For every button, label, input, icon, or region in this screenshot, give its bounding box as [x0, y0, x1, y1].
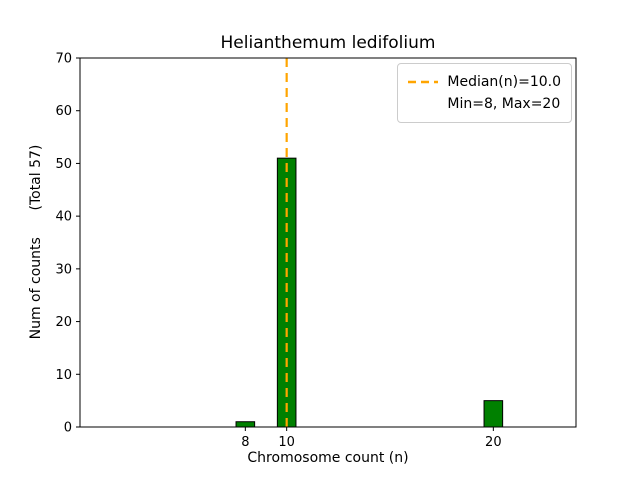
legend-entry-median: Median(n)=10.0	[407, 71, 561, 93]
y-tick-label: 20	[55, 315, 72, 330]
legend: Median(n)=10.0 Min=8, Max=20	[397, 63, 572, 123]
legend-label-minmax: Min=8, Max=20	[447, 96, 561, 112]
y-axis-label: Num of counts (Total 57)	[28, 144, 44, 340]
y-tick-label: 0	[64, 421, 72, 436]
bar	[483, 400, 504, 428]
y-tick-label: 70	[55, 52, 72, 67]
axes-frame	[79, 57, 577, 428]
legend-label-median: Median(n)=10.0	[447, 74, 561, 90]
chart-title: Helianthemum ledifolium	[220, 33, 436, 53]
median-line-legend-swatch	[408, 80, 439, 84]
x-tick-label: 20	[485, 435, 502, 450]
y-tick-label: 60	[55, 104, 72, 119]
legend-entry-minmax: Min=8, Max=20	[407, 93, 561, 115]
x-tick-label: 8	[241, 435, 249, 450]
y-tick-label: 30	[55, 262, 72, 277]
x-tick-label: 10	[278, 435, 295, 450]
y-tick-label: 10	[55, 368, 72, 383]
y-tick-label: 50	[55, 157, 72, 172]
x-axis-label: Chromosome count (n)	[247, 450, 409, 466]
y-tick-label: 40	[55, 210, 72, 225]
bar	[235, 421, 256, 428]
